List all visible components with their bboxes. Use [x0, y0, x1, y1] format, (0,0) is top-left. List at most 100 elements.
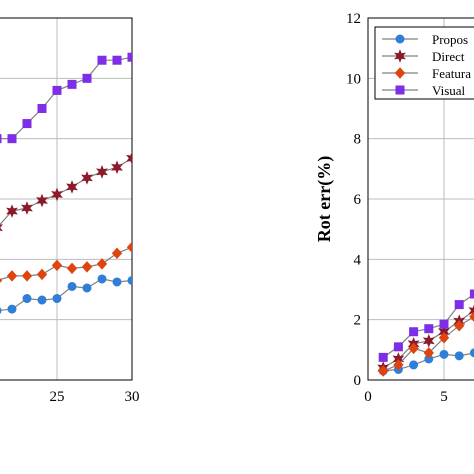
data-point [423, 347, 434, 359]
data-point [96, 258, 108, 270]
data-point [21, 270, 33, 282]
data-point [112, 55, 122, 65]
data-point [439, 349, 449, 359]
series-diamond [378, 311, 474, 377]
legend-marker [394, 67, 406, 79]
data-point [378, 365, 389, 377]
series-line [0, 157, 132, 226]
data-point [7, 304, 17, 314]
legend-label: Featura [432, 66, 471, 81]
data-point [37, 295, 47, 305]
data-point [469, 289, 474, 299]
data-point [67, 281, 77, 291]
x-tick-label: 25 [50, 389, 65, 405]
data-point [22, 294, 32, 304]
data-point [52, 294, 62, 304]
data-point [439, 319, 449, 329]
data-point [52, 85, 62, 95]
legend-marker [394, 49, 406, 63]
data-point [409, 360, 419, 370]
legend-label: Propos [432, 32, 468, 47]
data-point [81, 261, 93, 273]
legend-item: Featura [382, 66, 471, 81]
series-square [378, 289, 474, 362]
data-point [409, 327, 419, 337]
y-tick-label: 2 [354, 313, 362, 329]
data-point [378, 352, 388, 362]
left-chart: 25 30 [0, 17, 140, 405]
data-point [393, 342, 403, 352]
data-point [97, 274, 107, 284]
right-y-axis-label: Rot err(%) [314, 156, 335, 242]
left-x-ticks: 25 30 [50, 389, 140, 405]
right-plot-frame [367, 17, 474, 381]
series-circle [0, 274, 132, 314]
data-point [36, 268, 48, 281]
right-series-group [377, 289, 474, 377]
data-point [126, 151, 132, 166]
data-point [408, 342, 419, 355]
y-tick-label: 6 [354, 192, 362, 208]
legend-item: Visual [382, 83, 466, 98]
data-point [469, 311, 474, 322]
y-tick-label: 12 [346, 11, 361, 27]
data-point [37, 104, 47, 113]
data-point [454, 319, 465, 332]
data-point [6, 204, 18, 218]
data-point [127, 52, 132, 62]
data-point [81, 171, 93, 185]
legend-item: Direct [382, 49, 465, 64]
data-point [6, 270, 18, 282]
series-square [0, 52, 132, 144]
right-y-ticks: 0 2 4 6 8 10 12 [346, 11, 362, 389]
right-legend: Propos Direct Featura Visual [374, 26, 474, 100]
x-tick-label: 0 [364, 389, 372, 405]
data-point [7, 134, 17, 144]
left-plot-frame [0, 17, 133, 381]
data-point [111, 247, 123, 260]
y-tick-label: 10 [346, 71, 361, 87]
series-line [0, 278, 132, 311]
data-point [66, 180, 78, 194]
data-point [0, 224, 3, 232]
data-point [97, 55, 107, 65]
data-point [393, 359, 404, 371]
data-point [51, 187, 63, 202]
data-point [438, 332, 450, 344]
x-tick-label: 30 [125, 389, 140, 405]
data-point [66, 262, 78, 275]
data-point [422, 333, 435, 348]
y-tick-label: 4 [354, 252, 362, 268]
data-point [22, 119, 32, 129]
data-point [424, 324, 434, 334]
legend-item: Propos [382, 32, 468, 47]
data-point [111, 160, 123, 175]
y-tick-label: 8 [354, 132, 362, 148]
legend-marker [395, 34, 405, 44]
series-star [377, 304, 474, 375]
data-point [21, 201, 33, 215]
y-tick-label: 0 [354, 373, 362, 389]
series-line [0, 56, 132, 140]
data-point [454, 300, 464, 310]
data-point [126, 241, 132, 254]
legend-label: Visual [432, 83, 466, 98]
data-point [0, 278, 3, 283]
data-point [51, 259, 63, 272]
data-point [67, 79, 77, 89]
data-point [127, 275, 132, 285]
data-point [36, 193, 48, 208]
data-point [454, 351, 464, 361]
data-point [0, 134, 2, 144]
data-point [96, 165, 108, 179]
data-point [469, 348, 474, 358]
data-point [112, 277, 122, 287]
left-series-group [0, 52, 132, 314]
x-tick-label: 5 [440, 389, 448, 405]
left-grid [0, 18, 132, 380]
series-star [0, 151, 132, 232]
data-point [0, 307, 2, 314]
